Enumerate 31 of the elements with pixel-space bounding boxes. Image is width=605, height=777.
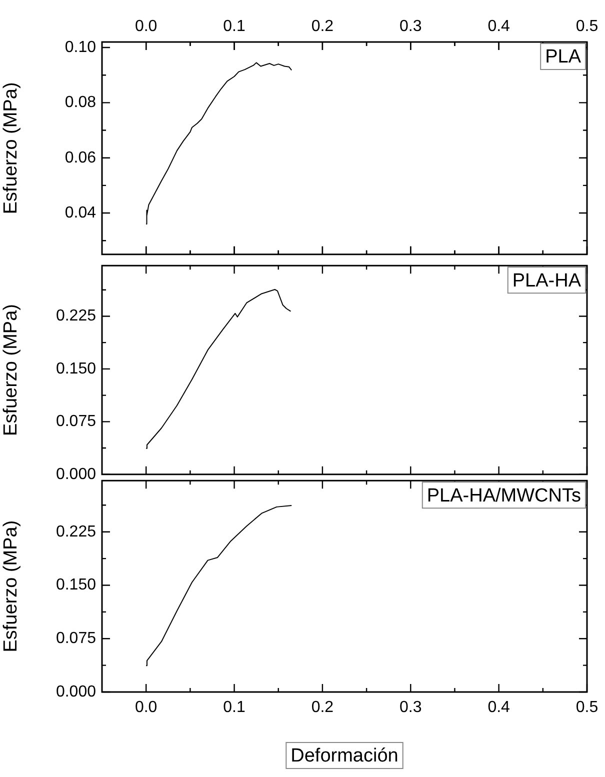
x-tick-label: 0.1 (223, 699, 246, 716)
x-tick-label: 0.2 (311, 699, 334, 716)
x2-tick-label: 0.5 (576, 18, 598, 35)
y-tick-label: 0.150 (56, 360, 96, 378)
x-axis-title: Deformación (290, 746, 398, 767)
x2-tick-label: 0.4 (488, 18, 510, 35)
x2-tick-label: 0.3 (400, 18, 422, 35)
y-tick-label: 0.000 (56, 466, 96, 483)
annotation: PLA (545, 46, 582, 68)
x-tick-label: 0.4 (488, 699, 510, 716)
x2-tick-label: 0.2 (311, 18, 334, 35)
y-tick-label: 0.150 (56, 576, 96, 594)
y-tick-label: 0.08 (64, 94, 96, 112)
x-tick-label: 0.0 (134, 699, 158, 716)
y-axis-title: Esfuerzo (MPa) (0, 82, 22, 214)
annotation: PLA-HA/MWCNTs (426, 485, 582, 506)
x2-tick-label: 0.1 (223, 18, 246, 35)
x-tick-label: 0.3 (400, 699, 422, 716)
y-axis-title: Esfuerzo (MPa) (0, 520, 22, 652)
y-tick-label: 0.06 (64, 149, 96, 166)
y-axis-title: Esfuerzo (MPa) (0, 304, 22, 436)
annotation: PLA-HA (512, 270, 582, 292)
y-tick-label: 0.000 (56, 683, 96, 700)
y-tick-label: 0.10 (64, 38, 96, 56)
y-tick-label: 0.225 (56, 523, 96, 540)
y-tick-label: 0.075 (56, 413, 96, 430)
x2-tick-label: 0.0 (134, 18, 158, 35)
y-tick-label: 0.075 (56, 630, 96, 648)
y-tick-label: 0.04 (64, 204, 96, 222)
x-tick-label: 0.5 (576, 699, 598, 716)
y-tick-label: 0.225 (56, 308, 96, 325)
